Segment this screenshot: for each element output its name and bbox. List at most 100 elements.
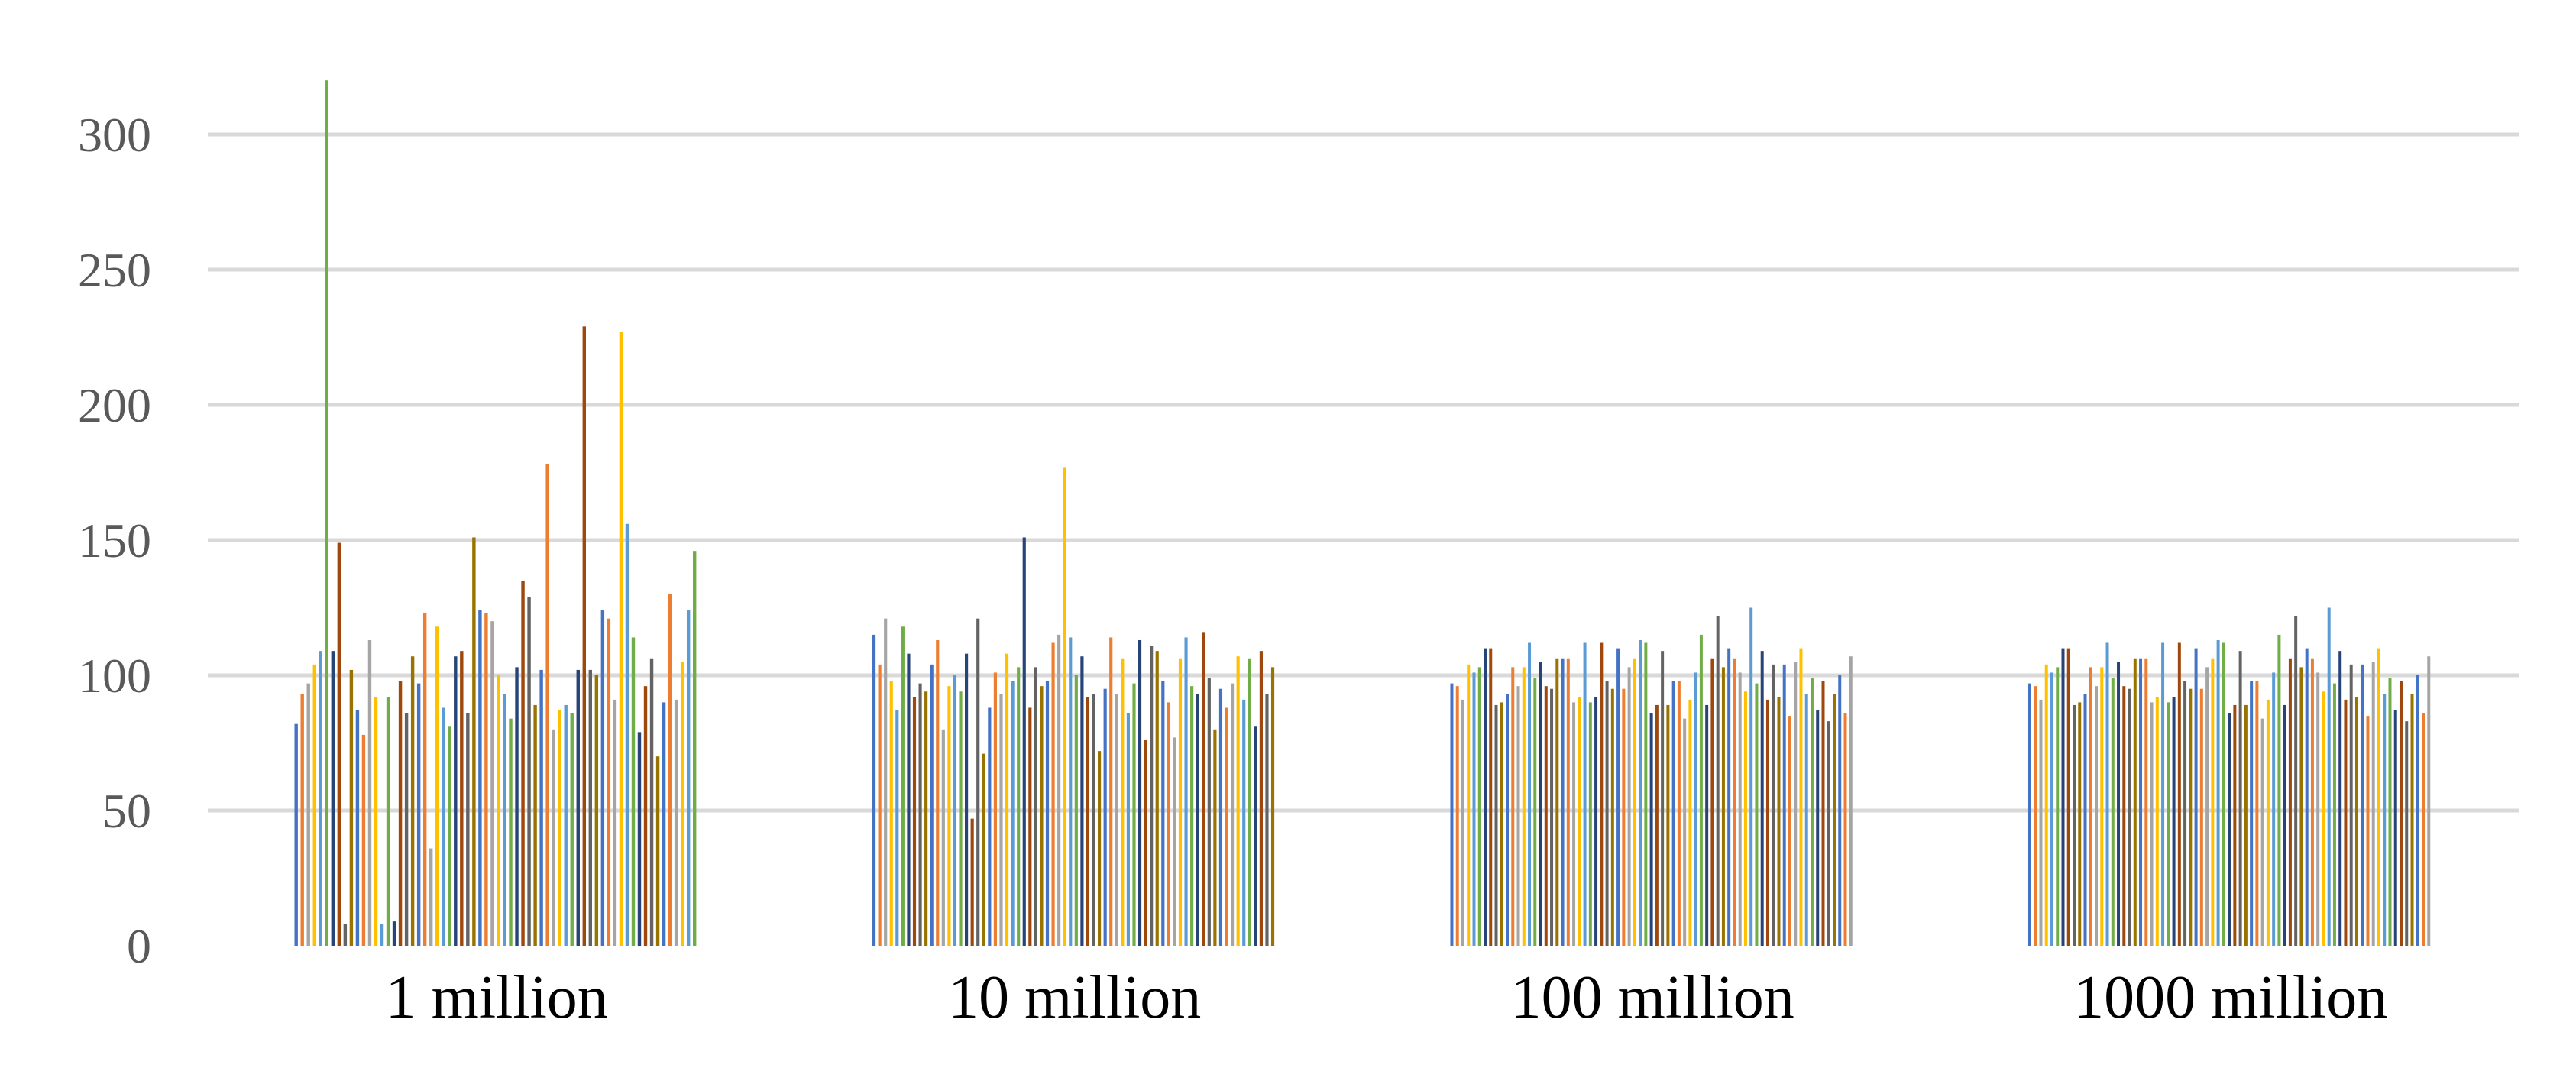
bar <box>1086 697 1090 946</box>
bar <box>1594 697 1598 946</box>
bar <box>2117 662 2121 946</box>
bar <box>398 681 403 946</box>
bar <box>655 756 660 946</box>
bar <box>613 699 617 946</box>
x-tick-label: 1 million <box>386 964 608 1031</box>
bar <box>1069 637 1073 946</box>
bar <box>386 697 390 946</box>
bar <box>1743 691 1747 946</box>
bar <box>1849 656 1853 946</box>
bar <box>1450 683 1454 946</box>
bar <box>1494 704 1498 946</box>
bar <box>503 694 506 946</box>
bar <box>1218 688 1223 946</box>
bar <box>2400 681 2403 946</box>
bar <box>1051 642 1055 946</box>
bar <box>2105 642 2109 946</box>
x-tick-label: 1000 million <box>2073 964 2387 1031</box>
bar <box>2189 688 2193 946</box>
bar <box>2388 678 2392 946</box>
bar <box>448 726 451 946</box>
bar <box>947 686 951 946</box>
bar <box>1749 607 1753 946</box>
bar <box>1572 702 1576 946</box>
bar <box>988 707 992 946</box>
bar <box>1772 664 1775 946</box>
bar <box>1115 694 1118 946</box>
bar <box>2122 686 2126 946</box>
bar <box>2128 688 2131 946</box>
bar <box>1528 642 1532 946</box>
bar <box>564 704 568 946</box>
bar-group-3 <box>1450 607 1853 946</box>
bar <box>889 681 893 946</box>
bar <box>2299 667 2303 946</box>
bar <box>2211 658 2215 946</box>
bar <box>1477 667 1481 946</box>
bar <box>509 718 513 946</box>
bar <box>521 581 525 946</box>
bar <box>1683 718 1687 946</box>
bar <box>416 683 421 946</box>
bar <box>2172 697 2176 946</box>
bar <box>570 713 574 946</box>
bar <box>2228 713 2231 946</box>
bar <box>2100 667 2104 946</box>
bar <box>1533 678 1537 946</box>
bar <box>422 613 427 946</box>
bar <box>1461 699 1464 946</box>
bar <box>600 610 605 946</box>
bar <box>1080 656 1084 946</box>
x-axis: 1 million 10 million 100 million 1000 milli… <box>386 964 2388 1031</box>
bar <box>2277 634 2281 946</box>
bar <box>1733 658 1736 946</box>
bar <box>2338 651 2342 946</box>
bar <box>2216 639 2220 946</box>
bar <box>558 710 561 946</box>
bar <box>2354 697 2358 946</box>
bar <box>674 699 678 946</box>
bar <box>2255 681 2259 946</box>
bar <box>1799 648 1803 946</box>
bar <box>1467 664 1471 946</box>
bar <box>1716 616 1720 946</box>
bar <box>1788 716 1791 946</box>
bar <box>1138 639 1142 946</box>
bar <box>594 675 599 946</box>
bar <box>2194 648 2198 946</box>
bar <box>2422 713 2426 946</box>
bar <box>1649 713 1653 946</box>
bar <box>1694 672 1697 946</box>
bar <box>668 594 672 946</box>
bar <box>1810 678 1814 946</box>
bar <box>1550 688 1554 946</box>
bar <box>1213 729 1217 946</box>
y-axis: 0 50 100 150 200 250 300 <box>78 108 151 973</box>
bar <box>2167 702 2170 946</box>
bar <box>1782 664 1786 946</box>
bar <box>1202 632 1205 946</box>
bar <box>878 664 882 946</box>
bar <box>2161 642 2165 946</box>
bar <box>1610 688 1614 946</box>
bar <box>643 686 648 946</box>
bar <box>1254 726 1257 946</box>
bar <box>1539 662 1542 946</box>
bar <box>1838 675 1842 946</box>
bar-group-1 <box>294 80 697 946</box>
bar <box>872 634 876 946</box>
bar <box>2266 699 2270 946</box>
bar <box>1816 710 1820 946</box>
bar <box>1270 667 1275 946</box>
y-tick-label: 100 <box>78 649 151 703</box>
bar <box>662 702 666 946</box>
bar <box>1600 642 1604 946</box>
bar <box>355 710 360 946</box>
bar <box>607 618 611 946</box>
bar <box>2427 656 2431 946</box>
bar <box>306 683 310 946</box>
bar <box>539 669 543 946</box>
bar <box>1236 656 1240 946</box>
bar <box>2250 681 2254 946</box>
bar <box>1794 662 1798 946</box>
